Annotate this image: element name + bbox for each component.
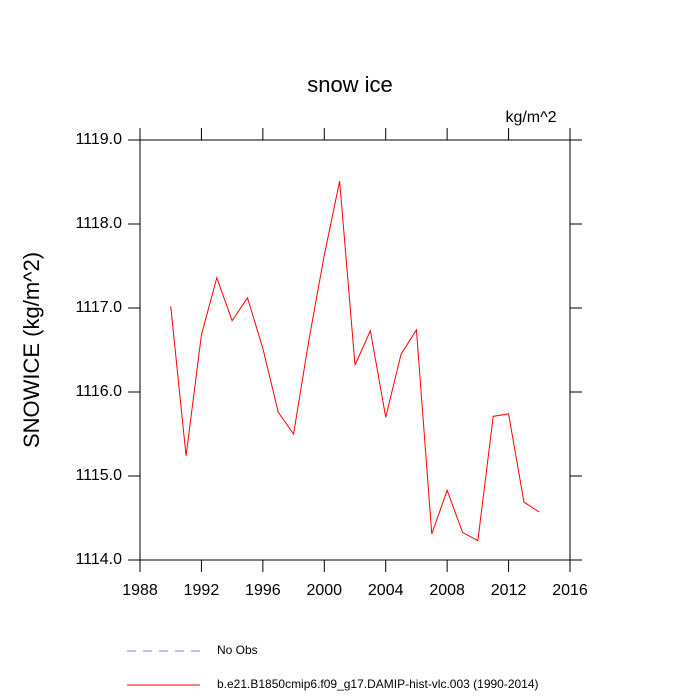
- data-line: [170, 181, 540, 542]
- legend-label: No Obs: [217, 643, 258, 657]
- x-tick-label: 2004: [368, 582, 404, 599]
- x-tick-label: 2012: [491, 582, 527, 599]
- x-tick-label: 1992: [184, 582, 220, 599]
- x-tick-label: 1988: [122, 582, 158, 599]
- chart-title: snow ice: [307, 72, 393, 97]
- y-tick-label: 1117.0: [75, 299, 122, 316]
- y-tick-label: 1116.0: [75, 383, 122, 400]
- x-tick-label: 2016: [552, 582, 588, 599]
- y-tick-label: 1118.0: [75, 215, 122, 232]
- units-label: kg/m^2: [505, 109, 556, 126]
- legend-label: b.e21.B1850cmip6.f09_g17.DAMIP-hist-vlc.…: [217, 677, 539, 691]
- y-tick-label: 1114.0: [75, 551, 122, 568]
- y-axis-label: SNOWICE (kg/m^2): [19, 252, 44, 448]
- y-tick-label: 1119.0: [75, 131, 122, 148]
- x-tick-label: 1996: [245, 582, 281, 599]
- x-tick-label: 2000: [306, 582, 342, 599]
- plot-frame: [139, 139, 571, 561]
- x-tick-label: 2008: [429, 582, 465, 599]
- y-tick-label: 1115.0: [75, 467, 122, 484]
